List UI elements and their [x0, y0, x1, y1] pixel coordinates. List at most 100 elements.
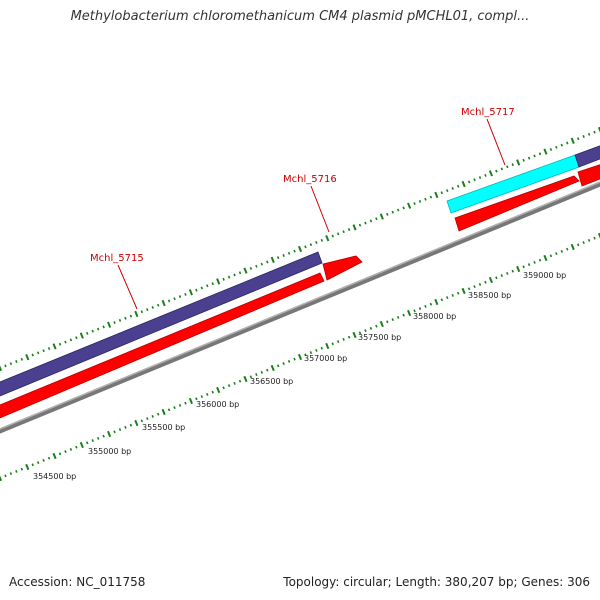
gene-bar-mchl-5715[interactable] — [0, 251, 323, 398]
genome-summary-text: Topology: circular; Length: 380,207 bp; … — [283, 575, 590, 589]
scale-tick — [0, 475, 3, 482]
scale-tick — [124, 425, 127, 429]
scale-tick — [418, 199, 422, 203]
scale-tick — [69, 447, 73, 451]
scale-label: 357000 bp — [304, 354, 347, 363]
scale-tick — [195, 288, 198, 292]
scale-tick — [418, 307, 422, 311]
scale-tick — [206, 392, 209, 396]
gene-bar-right-purple[interactable] — [574, 144, 600, 168]
scale-tick — [434, 191, 439, 199]
scale-tick — [538, 258, 542, 262]
scale-tick — [297, 353, 303, 361]
scale-tick — [440, 191, 444, 195]
scale-tick — [570, 243, 575, 251]
scale-tick — [500, 274, 504, 278]
scale-tick — [129, 423, 133, 427]
scale-tick — [320, 238, 324, 242]
scale-tick — [31, 463, 34, 467]
scale-tick — [86, 331, 89, 335]
scale-label: 359000 bp — [523, 271, 566, 280]
scale-tick — [293, 249, 296, 253]
genome-backbone — [0, 181, 600, 434]
scale-tick — [352, 224, 357, 231]
scale-tick — [522, 265, 525, 269]
scale-tick — [156, 412, 160, 416]
scale-tick — [331, 234, 334, 238]
scale-tick — [473, 285, 476, 289]
scale-tick — [297, 245, 303, 253]
scale-tick — [566, 141, 569, 145]
gene-label[interactable]: Mchl_5717 — [461, 107, 515, 118]
scale-tick — [243, 375, 248, 383]
scale-tick — [266, 368, 269, 372]
cds-bar-mchl-5716[interactable] — [322, 255, 363, 281]
scale-tick — [582, 241, 585, 245]
scale-tick — [386, 212, 389, 216]
scale-tick — [488, 170, 493, 177]
gene-label[interactable]: Mchl_5715 — [90, 253, 144, 264]
scale-tick — [511, 269, 514, 273]
scale-tick — [451, 293, 454, 297]
scale-tick — [304, 245, 307, 249]
scale-tick — [375, 217, 378, 221]
scale-tick — [391, 318, 394, 322]
scale-tick — [276, 364, 280, 368]
gene-label-leader — [117, 264, 138, 310]
scale-tick — [549, 148, 553, 151]
scale-tick — [260, 262, 264, 266]
scale-tick — [25, 354, 30, 361]
scale-tick — [216, 278, 221, 285]
scale-tick — [184, 292, 187, 296]
scale-tick — [64, 340, 67, 344]
scale-label: 354500 bp — [33, 472, 76, 481]
scale-tick — [325, 342, 330, 350]
scale-tick — [516, 159, 521, 166]
cds-bar-3[interactable] — [454, 175, 580, 232]
scale-tick — [533, 260, 536, 264]
scale-tick — [287, 251, 291, 255]
scale-tick — [206, 284, 209, 288]
scale-tick — [484, 173, 487, 177]
scale-tick — [576, 137, 580, 141]
cds-bar-1[interactable] — [0, 272, 325, 420]
scale-tick — [222, 277, 225, 281]
scale-tick — [500, 167, 504, 171]
scale-tick — [325, 235, 330, 242]
scale-label: 358000 bp — [413, 312, 456, 321]
scale-tick — [566, 247, 569, 251]
scale-tick — [488, 276, 493, 284]
scale-tick — [467, 287, 471, 291]
scale-tick — [336, 232, 340, 236]
scale-tick — [473, 178, 476, 182]
scale-tick — [227, 275, 231, 279]
scale-tick — [396, 208, 400, 212]
scale-tick — [402, 206, 405, 210]
scale-tick — [47, 347, 51, 350]
scale-tick — [15, 469, 18, 473]
scale-tick — [31, 353, 34, 357]
scale-tick — [4, 364, 7, 368]
scale-tick — [249, 267, 253, 270]
scale-tick — [429, 302, 433, 306]
scale-label: 355500 bp — [142, 423, 185, 432]
scale-tick — [118, 318, 122, 322]
scale-tick — [522, 158, 525, 162]
inner-tick-track — [0, 232, 600, 482]
scale-tick — [424, 304, 427, 308]
scale-tick — [582, 135, 585, 138]
scale-tick — [276, 256, 280, 260]
scale-tick — [52, 452, 57, 460]
scale-tick — [402, 313, 405, 317]
scale-tick — [358, 223, 362, 227]
scale-tick — [129, 314, 133, 318]
scale-tick — [79, 441, 84, 449]
scale-label: 356000 bp — [196, 400, 239, 409]
scale-tick — [195, 397, 198, 401]
gene-label[interactable]: Mchl_5716 — [283, 174, 337, 185]
scale-tick — [364, 329, 367, 333]
scale-tick — [91, 329, 94, 333]
cds-bar-4[interactable] — [577, 163, 600, 187]
scale-tick — [391, 210, 394, 214]
